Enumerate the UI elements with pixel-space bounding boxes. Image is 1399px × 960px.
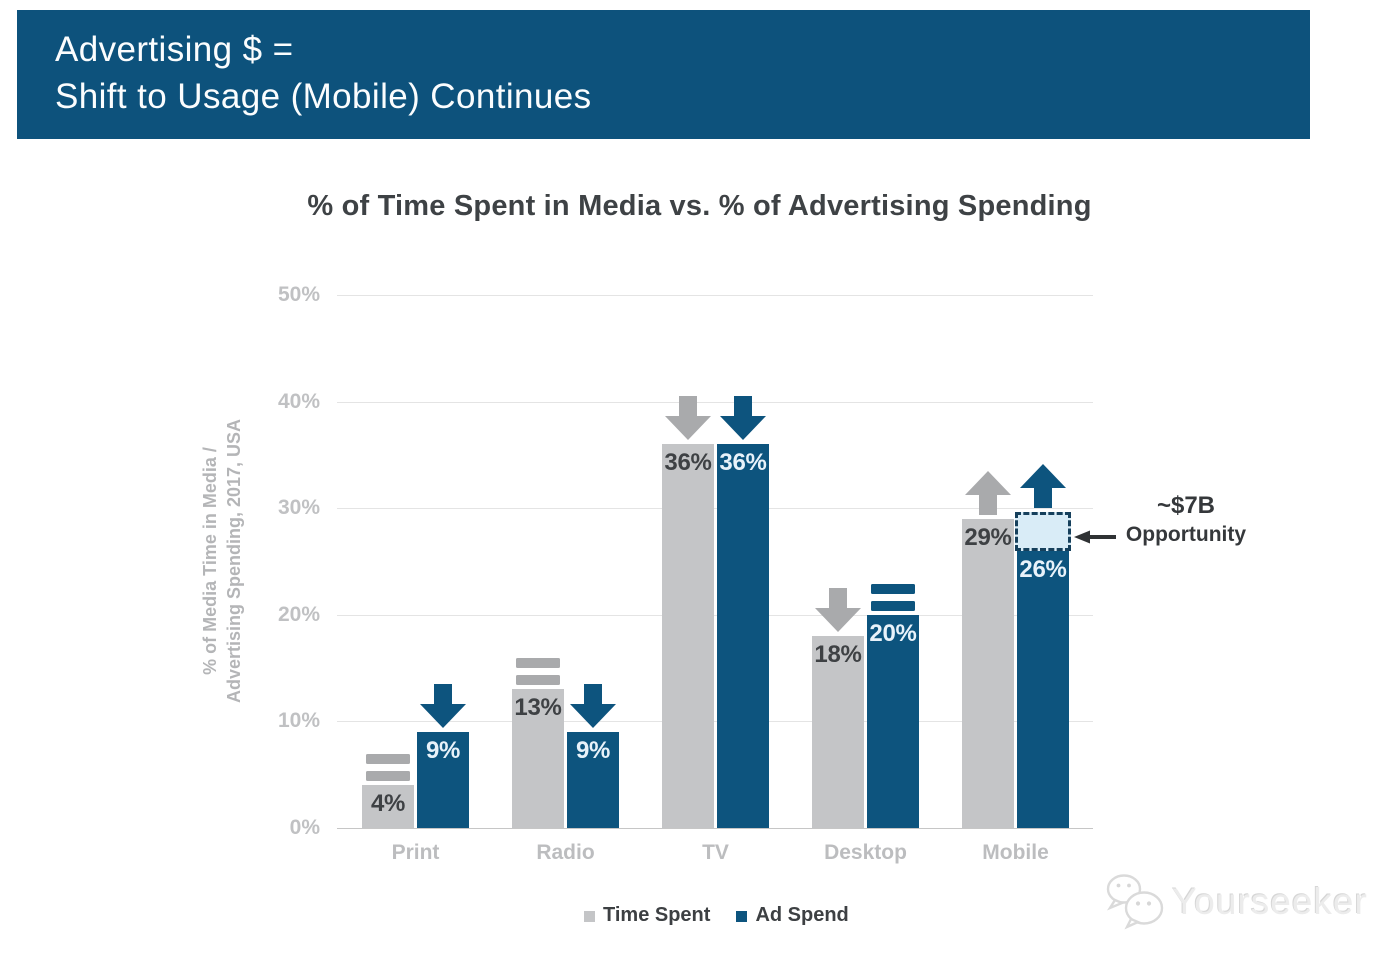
bar-ad-spend-desktop [867,614,919,828]
watermark: Yourseeker [1102,872,1368,932]
slide-title: Advertising $ = Shift to Usage (Mobile) … [17,10,1310,120]
chat-bubbles-icon [1106,874,1164,930]
slide-title-line2: Shift to Usage (Mobile) Continues [55,77,592,116]
bar-value-label: 36% [664,449,712,477]
trend-down-icon [665,396,711,441]
bar-time-spent-desktop [812,636,864,828]
bar-value-label: 26% [1019,555,1067,583]
bar-value-label: 9% [425,737,461,765]
legend-item-time-spent: Time Spent [584,904,710,927]
chart-legend: Time Spent Ad Spend [584,904,849,927]
bar-time-spent-tv [662,444,714,828]
trend-down-icon [815,588,861,633]
trend-equal-icon [871,583,915,611]
bar-ad-spend-mobile [1017,550,1069,828]
bar-ad-spend-print [417,732,469,828]
legend-swatch-time-spent [584,911,595,922]
category-label-radio: Radio [536,841,595,864]
trend-down-icon [570,684,616,729]
x-axis-line [337,828,1093,829]
bar-value-label: 18% [814,641,862,669]
trend-equal-icon [516,658,560,686]
gridline [337,295,1093,296]
trend-up-icon [1020,463,1066,508]
category-label-print: Print [391,841,440,864]
trend-down-icon [720,396,766,441]
slide-header-banner: Advertising $ = Shift to Usage (Mobile) … [17,10,1310,139]
opportunity-box [1015,511,1071,551]
bar-time-spent-radio [512,689,564,828]
bar-value-label: 9% [575,737,611,765]
y-tick-label: 0% [289,816,320,839]
gridline [337,721,1093,723]
bar-value-label: 4% [370,790,406,818]
y-tick-label: 20% [277,602,320,626]
y-axis-label-line1: % of Media Time in Media / [200,447,220,675]
bar-ad-spend-tv [717,444,769,828]
category-label-desktop: Desktop [824,841,907,864]
bar-value-label: 36% [719,449,767,477]
bar-value-label: 13% [514,694,562,722]
y-axis-ticks: 50% 40% 30% 20% 10% 0% [233,283,320,839]
trend-up-icon [965,470,1011,515]
bar-ad-spend-radio [567,732,619,828]
legend-swatch-ad-spend [736,911,748,922]
bar-time-spent-mobile [962,518,1014,828]
opportunity-amount: ~$7B [1156,492,1216,519]
gridline [337,614,1093,616]
plot-area: Print 4% 9% Radio 13% 9% TV 36% 36% Desktop 18% 20%… [337,295,1093,864]
trend-down-icon [420,684,466,729]
bar-value-label: 29% [964,523,1012,551]
slide-title-line1: Advertising $ = [55,30,294,69]
y-tick-label: 40% [277,389,320,413]
y-tick-label: 30% [277,496,320,520]
legend-label-time-spent: Time Spent [603,904,711,926]
bar-time-spent-print [362,785,414,828]
gridline [337,401,1093,403]
annotation-left-arrow-icon [1074,530,1116,544]
opportunity-label: Opportunity [1125,523,1247,546]
chart-title: % of Time Spent in Media vs. % of Advert… [307,190,1092,222]
y-tick-label: 50% [277,283,320,306]
y-tick-label: 10% [277,709,320,733]
trend-equal-icon [366,754,410,782]
category-label-mobile: Mobile [982,841,1049,864]
opportunity-annotation: ~$7B Opportunity [1112,492,1260,547]
legend-label-ad-spend: Ad Spend [755,904,849,926]
legend-item-ad-spend: Ad Spend [736,904,849,927]
gridline [337,508,1093,510]
category-label-tv: TV [702,841,729,864]
watermark-text: Yourseeker [1172,881,1368,922]
bar-value-label: 20% [869,619,917,647]
